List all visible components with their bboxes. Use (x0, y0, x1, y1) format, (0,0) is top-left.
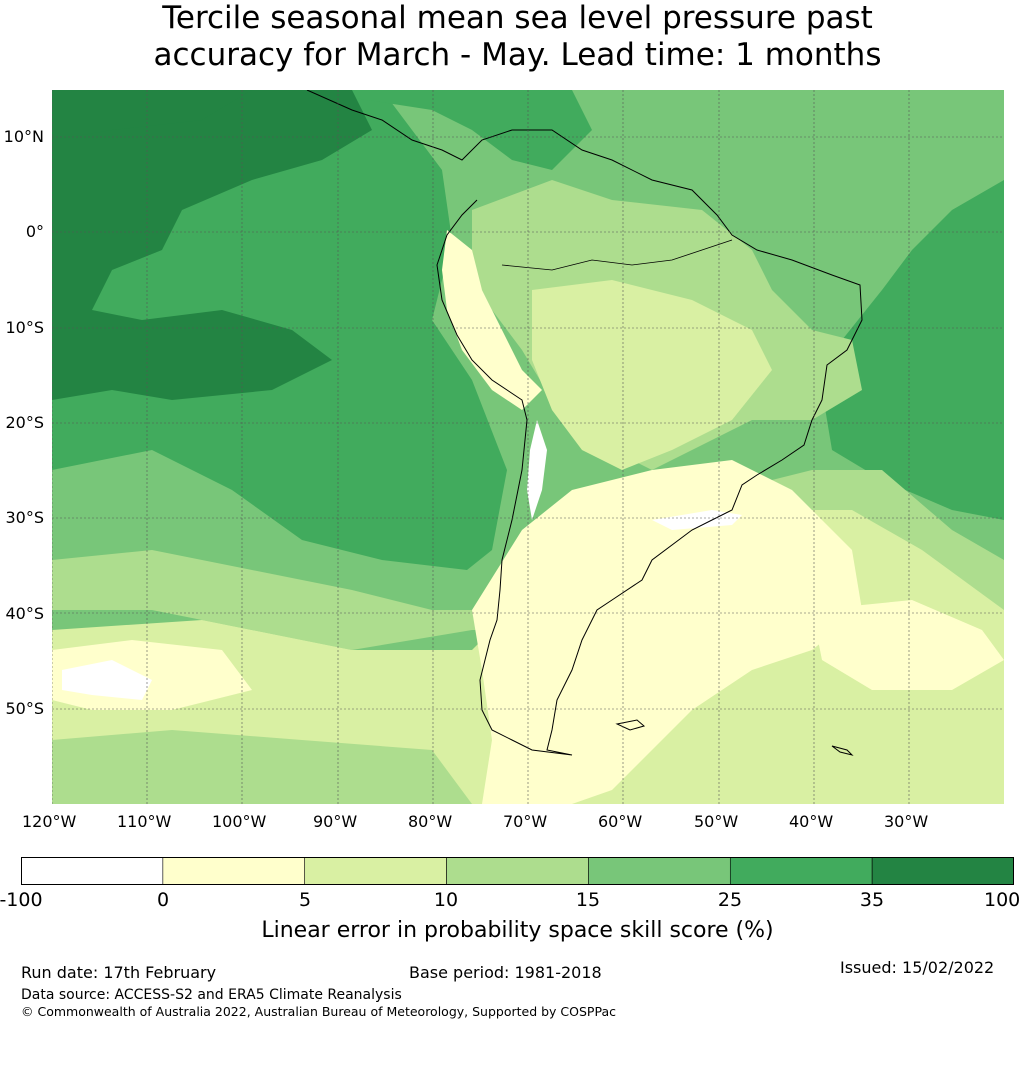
colorbar-label: Linear error in probability space skill … (261, 918, 774, 943)
colorbar-tick-100: 100 (984, 889, 1021, 911)
colorbar-tick-minus100: -100 (0, 889, 43, 911)
title-line-1: Tercile seasonal mean sea level pressure… (162, 0, 873, 36)
lat-label-20s: 20°S (5, 413, 44, 432)
region-0-5-andes-north (442, 230, 542, 410)
run-date: Run date: 17th February (21, 963, 217, 982)
colorbar (21, 857, 1014, 885)
lat-label-30s: 30°S (5, 508, 44, 527)
lon-label-120w: 120°W (22, 812, 77, 831)
lat-label-0: 0° (25, 222, 44, 241)
colorbar-segment-1 (162, 857, 306, 885)
title-line-2: accuracy for March - May. Lead time: 1 m… (153, 37, 882, 73)
colorbar-border (21, 857, 1014, 885)
lon-label-80w: 80°W (408, 812, 453, 831)
region-0-5-andes-south (472, 460, 862, 804)
region-35-100-pacific (52, 90, 372, 400)
region-25-35-caribbean (302, 90, 592, 170)
colorbar-segment-2 (304, 857, 447, 885)
lon-label-30w: 30°W (884, 812, 929, 831)
base-period: Base period: 1981-2018 (409, 963, 602, 982)
colorbar-tick-25: 25 (717, 889, 743, 911)
lon-label-40w: 40°W (789, 812, 834, 831)
colorbar-segment-3 (446, 857, 589, 885)
amazon-river (501, 239, 733, 271)
skill-map (52, 90, 1004, 804)
south-georgia (831, 745, 854, 756)
lon-label-50w: 50°W (694, 812, 739, 831)
colorbar-tick-5: 5 (298, 889, 312, 911)
colorbar-tick-0: 0 (156, 889, 170, 911)
chart-title: Tercile seasonal mean sea level pressure… (0, 0, 1035, 74)
issued-date: Issued: 15/02/2022 (840, 958, 995, 977)
coastline (306, 90, 863, 756)
lon-label-100w: 100°W (212, 812, 267, 831)
lon-label-60w: 60°W (598, 812, 643, 831)
colorbar-segment-5 (729, 857, 873, 885)
lon-label-70w: 70°W (503, 812, 548, 831)
region-below-0-pacific (62, 660, 152, 700)
region-below-0-plata (652, 510, 742, 530)
region-below-0-andes (527, 420, 547, 520)
colorbar-segment-4 (588, 857, 731, 885)
region-35-100-nw (52, 90, 252, 140)
lat-label-50s: 50°S (5, 699, 44, 718)
lon-label-110w: 110°W (117, 812, 172, 831)
region-10-15-southwest-band (52, 730, 472, 804)
gridlines (52, 90, 1004, 804)
region-5-10-continent (532, 280, 772, 470)
data-source: Data source: ACCESS-S2 and ERA5 Climate … (21, 987, 402, 1003)
colorbar-segment-6 (871, 857, 1014, 885)
lat-label-10s: 10°S (5, 318, 44, 337)
colorbar-tick-15: 15 (575, 889, 601, 911)
falkland-islands (615, 719, 646, 731)
copyright: © Commonwealth of Australia 2022, Austra… (21, 1004, 616, 1019)
lat-label-10n: 10°N (3, 127, 44, 146)
colorbar-tick-35: 35 (859, 889, 885, 911)
lon-label-90w: 90°W (313, 812, 358, 831)
colorbar-tick-10: 10 (433, 889, 459, 911)
lat-label-40s: 40°S (5, 604, 44, 623)
region-0-5-atlantic-patch (812, 600, 1004, 690)
colorbar-segment-0 (21, 857, 164, 885)
region-25-35-atlantic (822, 180, 1004, 520)
